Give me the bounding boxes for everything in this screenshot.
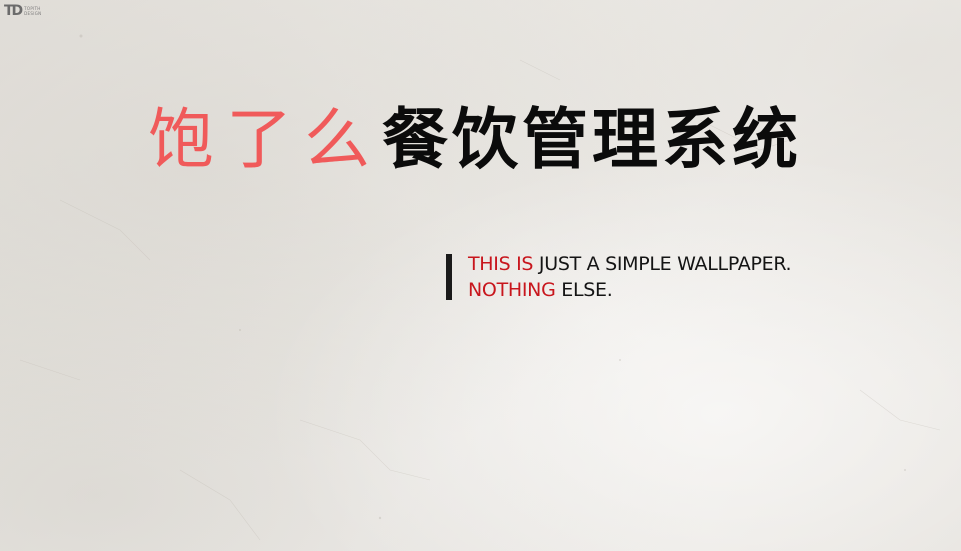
tagline-line-2-highlight: NOTHING	[468, 279, 556, 301]
tagline-line-1-highlight: THIS IS	[468, 253, 534, 275]
tagline-line-1: THIS IS JUST A SIMPLE WALLPAPER.	[468, 251, 792, 277]
page-title: 饱了么餐饮管理系统	[148, 100, 802, 180]
logo-mark: TD	[4, 3, 23, 19]
tagline-line-2: NOTHING ELSE.	[468, 277, 791, 303]
logo-text-line1: TOPITH	[24, 6, 41, 11]
tagline-accent-bar	[446, 254, 452, 300]
tagline-line-2-rest: ELSE.	[555, 279, 613, 301]
logo-text: TOPITH DESIGN	[24, 6, 41, 16]
tagline-line-1-rest: JUST A SIMPLE WALLPAPER.	[533, 253, 792, 275]
logo-text-line2: DESIGN	[24, 11, 42, 16]
tagline-text: THIS IS JUST A SIMPLE WALLPAPER. NOTHING…	[468, 251, 792, 303]
brand-logo: TD TOPITH DESIGN	[4, 4, 41, 18]
tagline: THIS IS JUST A SIMPLE WALLPAPER. NOTHING…	[446, 251, 792, 303]
title-system-name: 餐饮管理系统	[382, 101, 802, 178]
title-brand-name: 饱了么	[148, 101, 382, 178]
